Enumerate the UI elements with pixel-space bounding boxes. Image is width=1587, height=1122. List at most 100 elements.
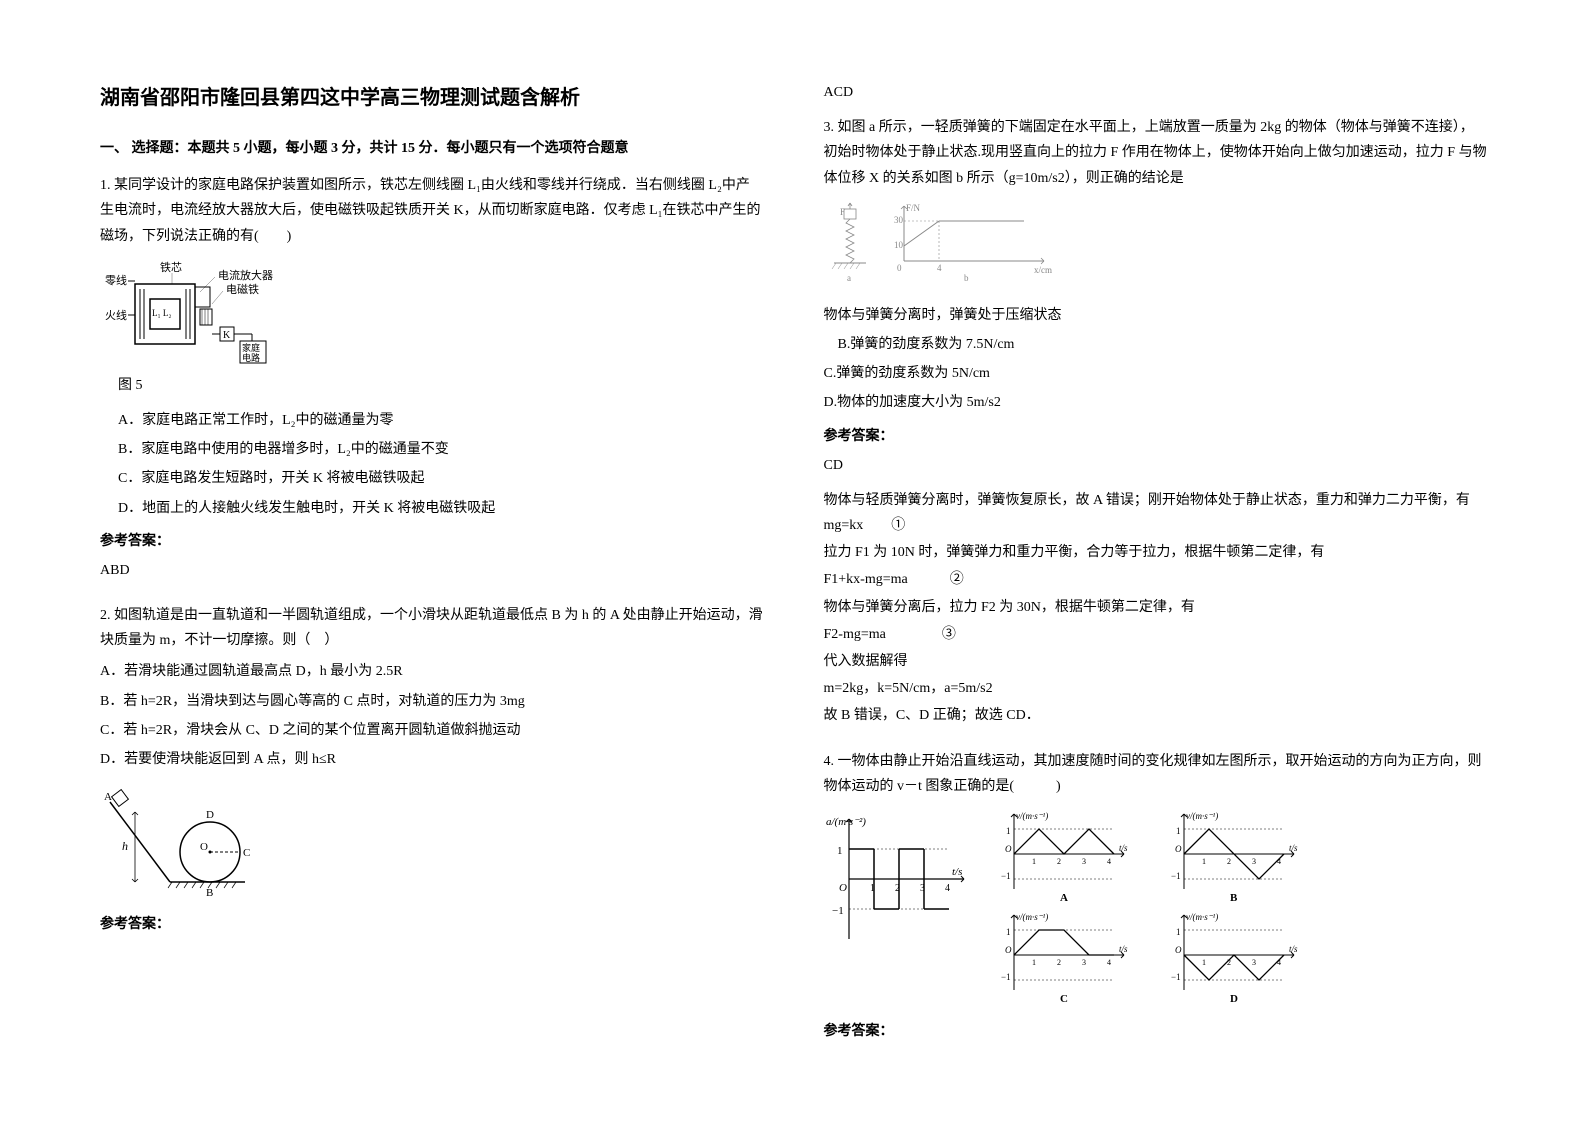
- q3-exp-0: 物体与轻质弹簧分离时，弹簧恢复原长，故 A 错误；刚开始物体处于静止状态，重力和…: [824, 488, 1488, 538]
- vt-option-a-icon: v/(m·s⁻¹) t/s 1 −1 O 1 2 3 4 A: [994, 809, 1134, 904]
- q2-answer: ACD: [824, 80, 1488, 105]
- svg-text:2: 2: [1057, 857, 1061, 866]
- spring-graph-icon: F a F/N: [824, 201, 1084, 291]
- svg-text:1: 1: [1032, 958, 1036, 967]
- svg-text:−1: −1: [1001, 871, 1011, 881]
- q1-option-a: A．家庭电路正常工作时，L₂中的磁通量为零: [118, 408, 764, 433]
- svg-text:−1: −1: [832, 905, 844, 917]
- svg-text:O: O: [1005, 945, 1012, 955]
- home-circuit-label-2: 电路: [242, 352, 260, 363]
- section-header: 一、 选择题：本题共 5 小题，每小题 3 分，共计 15 分．每小题只有一个选…: [100, 136, 764, 161]
- question-2: 2. 如图轨道是由一直轨道和一半圆轨道组成，一个小滑块从距轨道最低点 B 为 h…: [100, 603, 764, 941]
- q2-option-c: C．若 h=2R，滑块会从 C、D 之间的某个位置离开圆轨道做斜抛运动: [100, 718, 764, 743]
- electromagnet-label: 电磁铁: [226, 283, 259, 296]
- svg-text:v/(m·s⁻¹): v/(m·s⁻¹): [1186, 811, 1218, 821]
- svg-text:4: 4: [1107, 857, 1111, 866]
- svg-text:D: D: [1230, 993, 1238, 1005]
- svg-text:1: 1: [1202, 958, 1206, 967]
- svg-text:A: A: [104, 791, 112, 803]
- svg-text:C: C: [243, 847, 250, 859]
- q3-option-a: 物体与弹簧分离时，弹簧处于压缩状态: [824, 303, 1488, 328]
- q3-exp-1: 拉力 F1 为 10N 时，弹簧弹力和重力平衡，合力等于拉力，根据牛顿第二定律，…: [824, 540, 1488, 565]
- q1-answer-label: 参考答案：: [100, 529, 764, 554]
- q2-text: 2. 如图轨道是由一直轨道和一半圆轨道组成，一个小滑块从距轨道最低点 B 为 h…: [100, 603, 764, 653]
- q3-answer: CD: [824, 453, 1488, 478]
- q2-option-b: B．若 h=2R，当滑块到达与圆心等高的 C 点时，对轨道的压力为 3mg: [100, 689, 764, 714]
- q3-option-b: B.弹簧的劲度系数为 7.5N/cm: [838, 332, 1488, 357]
- iron-core-label: 铁芯: [160, 260, 182, 274]
- q2-option-a: A．若滑块能通过圆轨道最高点 D，h 最小为 2.5R: [100, 659, 764, 684]
- svg-text:O: O: [200, 841, 208, 853]
- q4-text: 4. 一物体由静止开始沿直线运动，其加速度随时间的变化规律如左图所示，取开始运动…: [824, 749, 1488, 799]
- q3-exp-5: 代入数据解得: [824, 649, 1488, 674]
- svg-text:1: 1: [1032, 857, 1036, 866]
- svg-text:1: 1: [1202, 857, 1206, 866]
- q4-figure: a/(m·s⁻²) t/s 1 −1 O 1 2 3 4: [824, 809, 1488, 1005]
- q3-option-d: D.物体的加速度大小为 5m/s2: [824, 390, 1488, 415]
- svg-text:x/cm: x/cm: [1034, 265, 1052, 275]
- svg-text:30: 30: [894, 215, 904, 225]
- question-3: 3. 如图 a 所示，一轻质弹簧的下端固定在水平面上，上端放置一质量为 2kg …: [824, 115, 1488, 738]
- q2-option-d: D．若要使滑块能返回到 A 点，则 h≤R: [100, 747, 764, 772]
- svg-text:4: 4: [1107, 958, 1111, 967]
- q1-option-c: C．家庭电路发生短路时，开关 K 将被电磁铁吸起: [118, 466, 764, 491]
- svg-text:O: O: [839, 882, 847, 894]
- at-graph-icon: a/(m·s⁻²) t/s 1 −1 O 1 2 3 4: [824, 809, 974, 949]
- track-diagram-icon: O C D B A h: [100, 782, 260, 902]
- q1-option-b: B．家庭电路中使用的电器增多时，L₂中的磁通量不变: [118, 437, 764, 462]
- svg-text:O: O: [1175, 945, 1182, 955]
- q3-exp-7: 故 B 错误，C、D 正确；故选 CD．: [824, 703, 1488, 728]
- amplifier-label: 电流放大器: [218, 268, 273, 282]
- right-column: ACD 3. 如图 a 所示，一轻质弹簧的下端固定在水平面上，上端放置一质量为 …: [824, 80, 1488, 1082]
- svg-text:t/s: t/s: [1289, 843, 1298, 853]
- circuit-diagram-icon: 铁芯 零线 火线 电流放大器 电磁铁 L₁ L₂: [100, 259, 300, 369]
- q3-exp-4: F2-mg=ma ③: [824, 622, 1488, 647]
- svg-text:1: 1: [1006, 826, 1011, 836]
- svg-text:t/s: t/s: [1119, 843, 1128, 853]
- svg-text:t/s: t/s: [1119, 944, 1128, 954]
- vt-option-c-icon: v/(m·s⁻¹) t/s 1 −1 O 1 2 3 4 C: [994, 910, 1134, 1005]
- fire-line-label: 火线: [105, 308, 127, 322]
- svg-text:h: h: [122, 839, 128, 853]
- svg-text:b: b: [964, 273, 969, 283]
- q3-exp-2: F1+kx-mg=ma ②: [824, 567, 1488, 592]
- svg-text:−1: −1: [1171, 871, 1181, 881]
- svg-text:4: 4: [937, 263, 942, 273]
- q3-text: 3. 如图 a 所示，一轻质弹簧的下端固定在水平面上，上端放置一质量为 2kg …: [824, 115, 1488, 191]
- svg-text:D: D: [206, 809, 214, 821]
- svg-text:a: a: [847, 273, 851, 283]
- q3-answer-label: 参考答案：: [824, 424, 1488, 449]
- q2-answer-label: 参考答案：: [100, 912, 764, 937]
- vt-option-b-icon: v/(m·s⁻¹) t/s 1 −1 O 1 2 3 4 B: [1164, 809, 1304, 904]
- q3-figure: F a F/N: [824, 201, 1488, 291]
- svg-text:10: 10: [894, 240, 904, 250]
- zero-line-label: 零线: [105, 273, 127, 287]
- svg-text:L₁ L₂: L₁ L₂: [152, 308, 172, 318]
- svg-text:t/s: t/s: [952, 866, 962, 878]
- svg-text:2: 2: [1227, 857, 1231, 866]
- svg-text:O: O: [1005, 844, 1012, 854]
- home-circuit-label-1: 家庭: [242, 342, 260, 353]
- q3-option-c: C.弹簧的劲度系数为 5N/cm: [824, 361, 1488, 386]
- document-title: 湖南省邵阳市隆回县第四这中学高三物理测试题含解析: [100, 80, 764, 116]
- q4-answer-label: 参考答案：: [824, 1019, 1488, 1044]
- svg-text:3: 3: [1082, 857, 1086, 866]
- q1-option-d: D．地面上的人接触火线发生触电时，开关 K 将被电磁铁吸起: [118, 496, 764, 521]
- svg-text:0: 0: [897, 263, 902, 273]
- q1-answer: ABD: [100, 558, 764, 583]
- svg-text:F/N: F/N: [906, 203, 921, 213]
- svg-text:4: 4: [945, 883, 950, 894]
- svg-text:−1: −1: [1171, 972, 1181, 982]
- svg-text:1: 1: [1006, 927, 1011, 937]
- switch-k-label: K: [223, 330, 231, 341]
- svg-text:C: C: [1060, 993, 1068, 1005]
- q2-figure: O C D B A h: [100, 782, 764, 902]
- left-column: 湖南省邵阳市隆回县第四这中学高三物理测试题含解析 一、 选择题：本题共 5 小题…: [100, 80, 764, 1082]
- svg-text:1: 1: [1176, 927, 1181, 937]
- svg-text:v/(m·s⁻¹): v/(m·s⁻¹): [1016, 912, 1048, 922]
- svg-text:A: A: [1060, 892, 1068, 904]
- svg-text:3: 3: [1252, 958, 1256, 967]
- svg-text:3: 3: [1252, 857, 1256, 866]
- svg-text:1: 1: [837, 845, 843, 857]
- svg-text:v/(m·s⁻¹): v/(m·s⁻¹): [1016, 811, 1048, 821]
